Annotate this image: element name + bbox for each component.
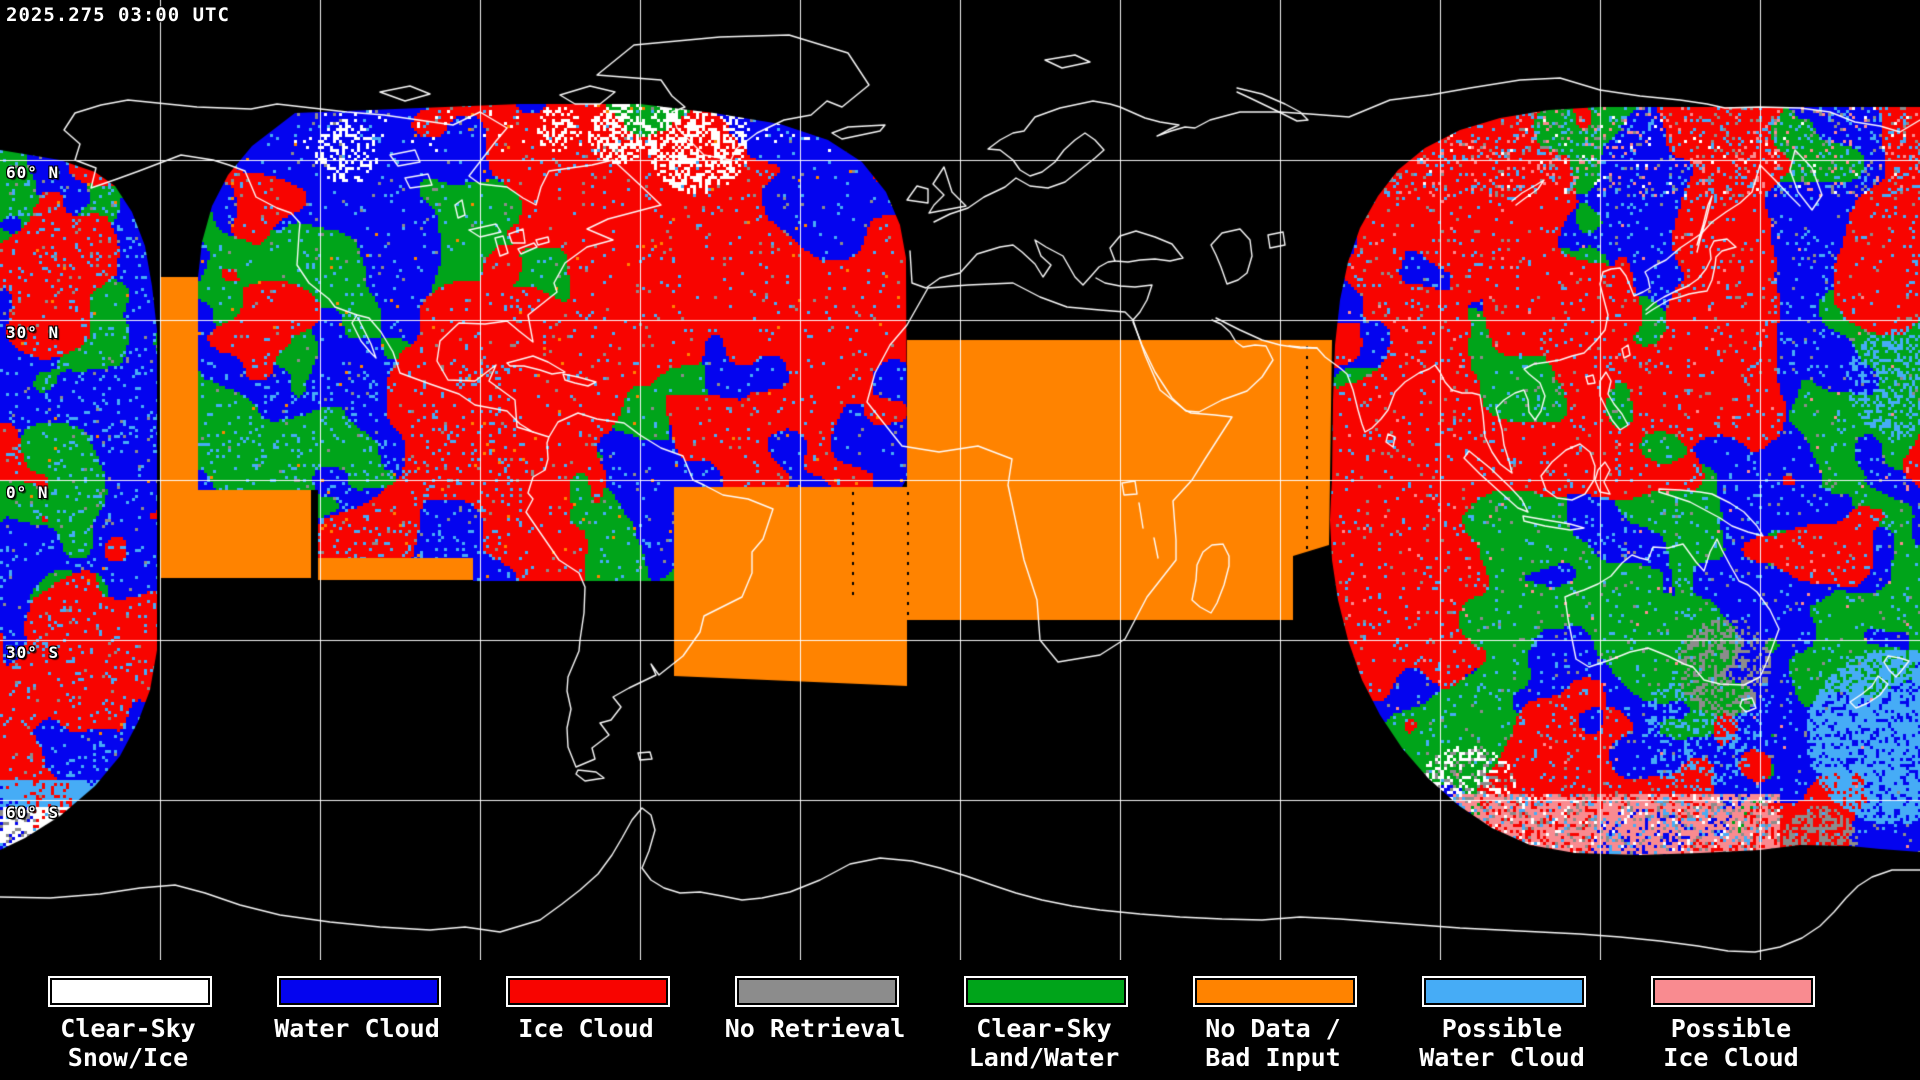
legend-swatch-ice-cloud [506,976,670,1007]
legend-swatch-possible-ice-cloud [1651,976,1815,1007]
legend-label-possible-water-cloud: Possible Water Cloud [1419,1014,1585,1072]
legend-label-possible-ice-cloud: Possible Ice Cloud [1663,1014,1799,1072]
legend-swatch-clear-sky-land-water [964,976,1128,1007]
legend-bar: Clear-Sky Snow/Ice Water Cloud Ice Cloud … [0,960,1920,1080]
latitude-label-60s: 60° S [6,803,60,822]
legend-swatch-clear-sky-snow-ice [48,976,212,1007]
legend-item-no-data-bad-input: No Data / Bad Input [1193,976,1357,1072]
legend-label-water-cloud: Water Cloud [274,1014,440,1043]
legend-item-possible-ice-cloud: Possible Ice Cloud [1651,976,1815,1072]
legend-item-ice-cloud: Ice Cloud [506,976,670,1043]
legend-item-water-cloud: Water Cloud [274,976,441,1043]
world-cloud-mask-map: 2025.275 03:00 UTC 60° N 30° N 0° N 30° … [0,0,1920,960]
legend-swatch-no-retrieval [735,976,899,1007]
legend-item-clear-sky-land-water: Clear-Sky Land/Water [964,976,1128,1072]
cloud-mask-canvas [0,0,1920,960]
legend-item-clear-sky-snow-ice: Clear-Sky Snow/Ice [48,976,212,1072]
legend-label-no-retrieval: No Retrieval [724,1014,906,1043]
legend-swatch-no-data-bad-input [1193,976,1357,1007]
latitude-label-60n: 60° N [6,163,60,182]
legend-swatch-possible-water-cloud [1422,976,1586,1007]
legend-label-clear-sky-snow-ice: Clear-Sky Snow/Ice [60,1014,196,1072]
legend-item-possible-water-cloud: Possible Water Cloud [1419,976,1586,1072]
legend-label-no-data-bad-input: No Data / Bad Input [1205,1014,1341,1072]
legend-item-no-retrieval: No Retrieval [725,976,905,1043]
legend-label-ice-cloud: Ice Cloud [518,1014,654,1043]
legend-label-clear-sky-land-water: Clear-Sky Land/Water [968,1014,1120,1072]
timestamp-label: 2025.275 03:00 UTC [6,4,230,26]
latitude-label-30s: 30° S [6,643,60,662]
latitude-label-30n: 30° N [6,323,60,342]
legend-swatch-water-cloud [277,976,441,1007]
latitude-label-0n: 0° N [6,483,49,502]
